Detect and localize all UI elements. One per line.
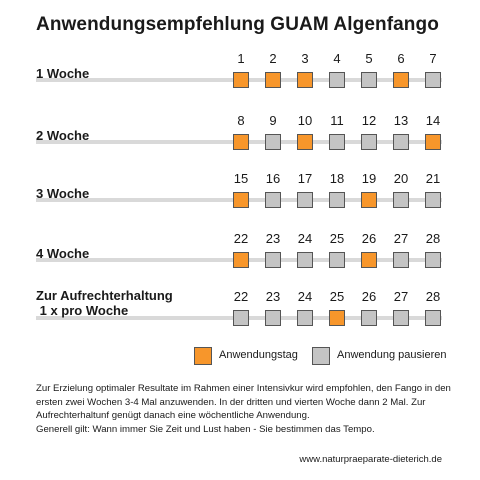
- day-box-active: [233, 252, 249, 268]
- day-box-pause: [361, 72, 377, 88]
- day-number: 6: [397, 51, 405, 66]
- day-number: 22: [233, 289, 249, 304]
- day-box-pause: [361, 310, 377, 326]
- week-row: 2 Woche 8 9 10 11 12 13 14: [0, 112, 480, 162]
- day-box-pause: [233, 310, 249, 326]
- day-box-pause: [265, 252, 281, 268]
- day-number: 19: [361, 171, 377, 186]
- day-number: 25: [329, 289, 345, 304]
- day-box-pause: [265, 192, 281, 208]
- usage-note-text: Zur Erzielung optimaler Resultate im Rah…: [36, 383, 451, 421]
- day-number: 14: [425, 113, 441, 128]
- day-number: 28: [425, 289, 441, 304]
- day-box-pause: [265, 310, 281, 326]
- day-number: 24: [297, 289, 313, 304]
- day-box-active: [297, 134, 313, 150]
- day-box-pause: [393, 310, 409, 326]
- day-number: 26: [361, 289, 377, 304]
- day-number: 27: [393, 231, 409, 246]
- day-box-pause: [425, 252, 441, 268]
- day-box-pause: [297, 252, 313, 268]
- day-box-pause: [425, 72, 441, 88]
- day-box-active: [233, 72, 249, 88]
- usage-note-general: Generell gilt: Wann immer Sie Zeit und L…: [36, 423, 375, 435]
- day-number: 15: [233, 171, 249, 186]
- day-number: 18: [329, 171, 345, 186]
- day-box-active: [361, 192, 377, 208]
- day-number: 24: [297, 231, 313, 246]
- day-box-pause: [329, 134, 345, 150]
- day-number: 12: [361, 113, 377, 128]
- day-box-active: [361, 252, 377, 268]
- day-number: 4: [333, 51, 341, 66]
- day-number: 3: [301, 51, 309, 66]
- day-box-pause: [393, 134, 409, 150]
- week-row: 3 Woche 15 16 17 18 19 20 21: [0, 170, 480, 220]
- day-box-pause: [361, 134, 377, 150]
- day-box-pause: [297, 310, 313, 326]
- day-number: 9: [269, 113, 277, 128]
- day-box-pause: [425, 310, 441, 326]
- day-number: 1: [237, 51, 245, 66]
- day-number: 26: [361, 231, 377, 246]
- day-box-active: [233, 192, 249, 208]
- day-box-pause: [329, 252, 345, 268]
- day-number: 16: [265, 171, 281, 186]
- legend-active-label: Anwendungstag: [219, 349, 298, 361]
- day-box-pause: [329, 72, 345, 88]
- day-box-pause: [265, 134, 281, 150]
- week-row: 4 Woche 22 23 24 25 26 27 28: [0, 230, 480, 280]
- legend-active-swatch: [194, 347, 212, 365]
- legend-pause-swatch: [312, 347, 330, 365]
- day-box-pause: [425, 192, 441, 208]
- day-number: 20: [393, 171, 409, 186]
- week-row: Zur Aufrechterhaltung 1 x pro Woche 22 23 2…: [0, 288, 480, 338]
- day-box-pause: [297, 192, 313, 208]
- day-box-pause: [393, 252, 409, 268]
- row-label: 3 Woche: [36, 186, 90, 201]
- day-number: 25: [329, 231, 345, 246]
- day-box-active: [329, 310, 345, 326]
- week-row: 1 Woche 1 2 3 4 5 6 7: [0, 50, 480, 100]
- website-link[interactable]: www.naturpraeparate-dieterich.de: [299, 454, 442, 465]
- day-number: 23: [265, 289, 281, 304]
- legend-pause-label: Anwendung pausieren: [337, 349, 447, 361]
- row-label: 4 Woche: [36, 246, 90, 261]
- row-label: 2 Woche: [36, 128, 90, 143]
- day-box-active: [297, 72, 313, 88]
- usage-note: Zur Erzielung optimaler Resultate im Rah…: [36, 382, 456, 436]
- day-box-pause: [393, 192, 409, 208]
- day-box-active: [233, 134, 249, 150]
- day-number: 8: [237, 113, 245, 128]
- day-box-pause: [329, 192, 345, 208]
- day-number: 11: [330, 113, 344, 128]
- day-box-active: [393, 72, 409, 88]
- page-title: Anwendungsempfehlung GUAM Algenfango: [36, 14, 439, 35]
- day-number: 2: [269, 51, 277, 66]
- row-label: Zur Aufrechterhaltung 1 x pro Woche: [36, 288, 173, 318]
- row-label: 1 Woche: [36, 66, 90, 81]
- day-number: 7: [429, 51, 437, 66]
- day-number: 22: [233, 231, 249, 246]
- day-number: 27: [393, 289, 409, 304]
- day-number: 21: [425, 171, 441, 186]
- day-number: 5: [365, 51, 373, 66]
- day-box-active: [425, 134, 441, 150]
- day-number: 10: [297, 113, 313, 128]
- day-number: 23: [265, 231, 281, 246]
- day-number: 28: [425, 231, 441, 246]
- day-box-active: [265, 72, 281, 88]
- day-number: 13: [393, 113, 409, 128]
- day-number: 17: [297, 171, 313, 186]
